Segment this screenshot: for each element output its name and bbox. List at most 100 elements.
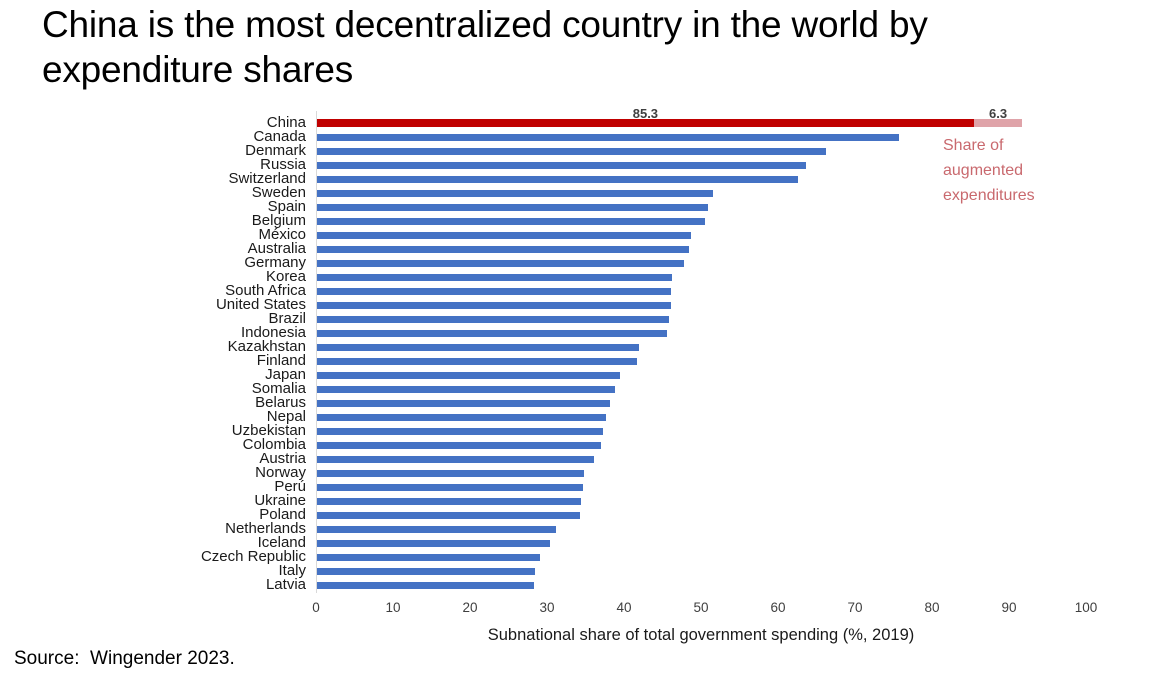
- bar-row: [317, 144, 1087, 158]
- category-label: South Africa: [225, 282, 306, 299]
- bar-row: [317, 172, 1087, 186]
- bar-row: [317, 564, 1087, 578]
- bar: [317, 133, 900, 141]
- category-label: Belgium: [251, 212, 306, 229]
- bar-segment-base: [317, 119, 974, 127]
- bar: [317, 455, 595, 463]
- category-label: Korea: [265, 268, 306, 285]
- category-label: Brazil: [268, 310, 306, 327]
- category-label: Norway: [255, 464, 306, 481]
- bar-row: [317, 368, 1087, 382]
- bar: [317, 581, 535, 589]
- bar-row: [317, 452, 1087, 466]
- y-axis-labels: China Canada Denmark Russia Switzerland Swede…: [0, 114, 306, 592]
- category-label: Belarus: [255, 394, 306, 411]
- bar-row: [317, 494, 1087, 508]
- x-tick-label: 10: [385, 600, 401, 615]
- category-label: Italy: [278, 562, 306, 579]
- category-label: Russia: [260, 156, 306, 173]
- category-label: Kazakhstan: [227, 338, 306, 355]
- bar-row: [317, 396, 1087, 410]
- bar: [317, 441, 602, 449]
- bar: [317, 427, 604, 435]
- category-label: Finland: [256, 352, 306, 369]
- category-label: México: [258, 226, 306, 243]
- bar: [317, 511, 581, 519]
- bar-row: [317, 130, 1087, 144]
- value-label-china-base: 85.3: [632, 106, 659, 121]
- bar: [317, 231, 692, 239]
- category-label: Indonesia: [240, 324, 306, 341]
- bar-row: [317, 298, 1087, 312]
- bar: [317, 273, 672, 281]
- bar: [317, 385, 615, 393]
- category-label: Japan: [265, 366, 306, 383]
- category-label: Germany: [244, 254, 306, 271]
- bar-row: [317, 438, 1087, 452]
- bar-row: [317, 116, 1087, 130]
- category-label: Spain: [267, 198, 306, 215]
- bar-row: [317, 522, 1087, 536]
- category-label: Poland: [259, 506, 306, 523]
- bar: [317, 189, 713, 197]
- x-tick-label: 60: [770, 600, 786, 615]
- category-label: Colombia: [242, 436, 306, 453]
- category-label: Uzbekistan: [231, 422, 306, 439]
- x-tick-label: 100: [1074, 600, 1098, 615]
- category-label: Sweden: [251, 184, 306, 201]
- legend-augmented-label: Share of augmented expenditures: [943, 137, 1035, 204]
- bar-row: [317, 578, 1087, 592]
- bar-row: [317, 424, 1087, 438]
- category-label: Switzerland: [228, 170, 306, 187]
- x-tick-label: 70: [847, 600, 863, 615]
- x-tick-label: 40: [616, 600, 632, 615]
- bar: [317, 357, 638, 365]
- bar: [317, 343, 639, 351]
- bar: [317, 147, 826, 155]
- bar-row: [317, 158, 1087, 172]
- bar-row: [317, 550, 1087, 564]
- category-label: Somalia: [251, 380, 306, 397]
- bar: [317, 245, 689, 253]
- x-tick-label: 90: [1001, 600, 1017, 615]
- bar-row: [317, 508, 1087, 522]
- value-label-china-augmented: 6.3: [989, 106, 1008, 121]
- bar-row: [317, 214, 1087, 228]
- bar: [317, 525, 556, 533]
- bar: [317, 399, 611, 407]
- bar: [317, 469, 585, 477]
- bar-row: [317, 186, 1087, 200]
- bar: [317, 413, 606, 421]
- bar-row: [317, 326, 1087, 340]
- bar: [317, 161, 806, 169]
- plot-area: 85.3 6.3: [317, 107, 1087, 592]
- bar: [317, 315, 669, 323]
- x-tick-label: 20: [462, 600, 478, 615]
- x-tick-label: 80: [924, 600, 940, 615]
- bar-row: [317, 536, 1087, 550]
- axis-zero-line: [316, 111, 317, 593]
- bar-segment-augmented: [973, 119, 1023, 127]
- category-label: Czech Republic: [200, 548, 306, 565]
- category-label: China: [266, 114, 306, 131]
- category-label: Iceland: [257, 534, 306, 551]
- bar: [317, 259, 684, 267]
- bar: [317, 483, 584, 491]
- bar-row: [317, 270, 1087, 284]
- bar-row: [317, 242, 1087, 256]
- bar: [317, 553, 540, 561]
- bar: [317, 175, 799, 183]
- category-label: Perú: [274, 478, 306, 495]
- bar-row: [317, 256, 1087, 270]
- bar: [317, 329, 668, 337]
- x-tick-label: 30: [539, 600, 555, 615]
- bar: [317, 539, 551, 547]
- bar-row: [317, 200, 1087, 214]
- category-label: Canada: [253, 128, 306, 145]
- bar: [317, 567, 535, 575]
- x-tick-label: 50: [693, 600, 709, 615]
- bar-row: [317, 410, 1087, 424]
- category-label: United States: [215, 296, 306, 313]
- bar-row: [317, 284, 1087, 298]
